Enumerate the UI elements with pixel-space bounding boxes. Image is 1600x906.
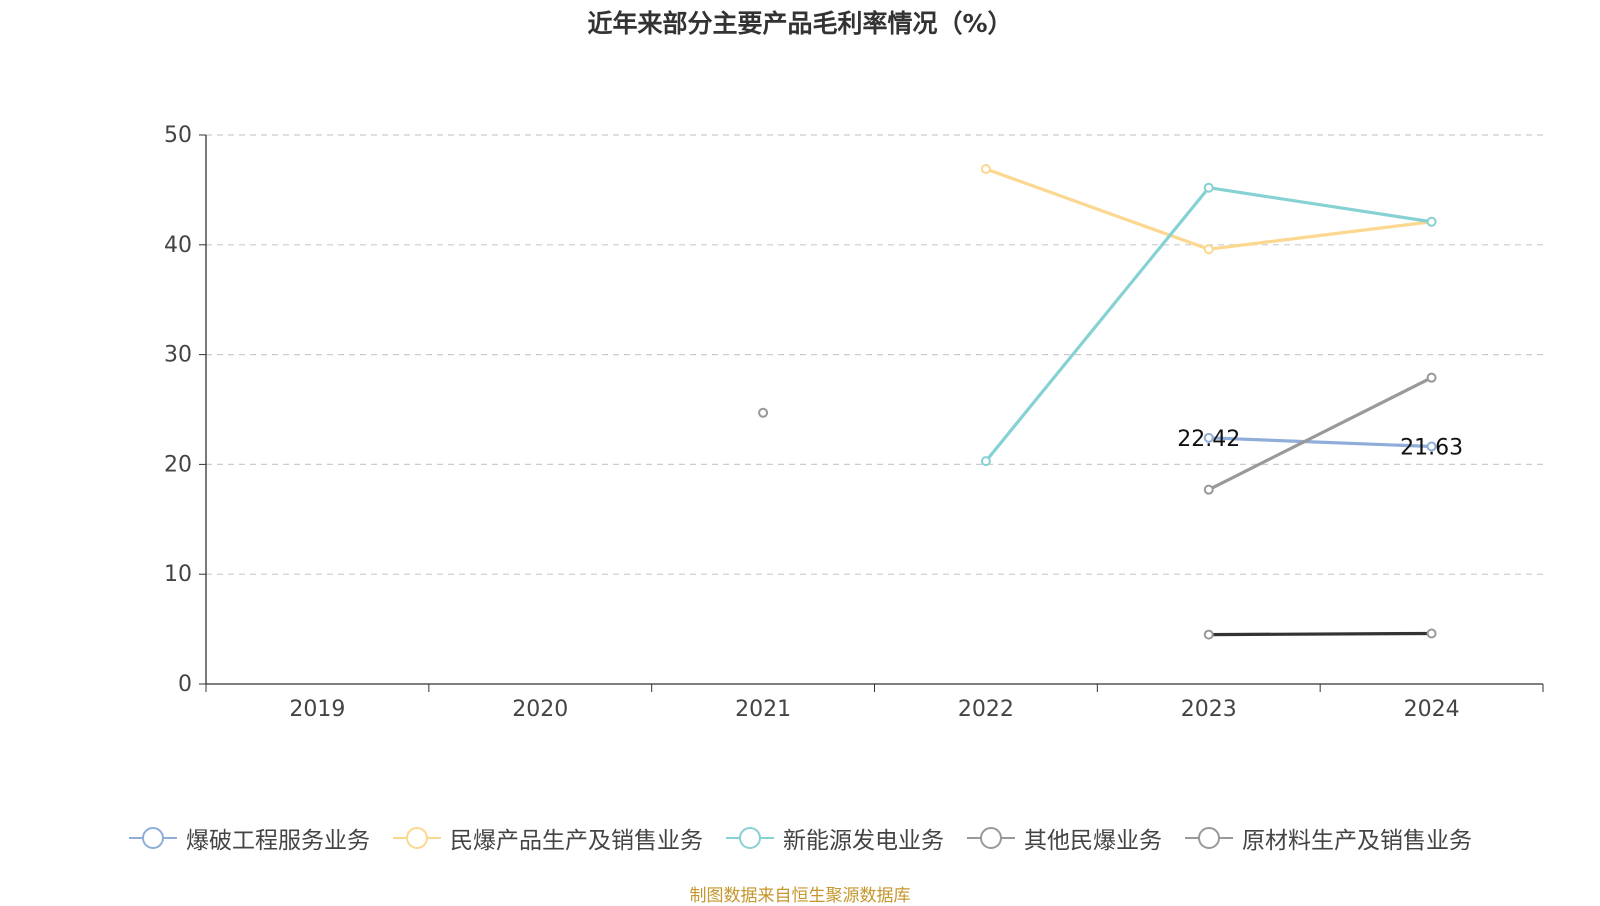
legend-marker-icon bbox=[1185, 827, 1233, 849]
data-point bbox=[1203, 629, 1214, 640]
data-label: 21.63 bbox=[1400, 436, 1463, 461]
series-line-5 bbox=[1208, 631, 1432, 637]
legend-item[interactable]: 民爆产品生产及销售业务 bbox=[392, 821, 703, 855]
legend-label: 民爆产品生产及销售业务 bbox=[450, 828, 703, 854]
data-point bbox=[980, 164, 991, 175]
legend-circle bbox=[980, 827, 1002, 849]
data-point bbox=[758, 407, 769, 418]
legend: 爆破工程服务业务 民爆产品生产及销售业务 新能源发电业务 其他民爆业务 原材料生产及销售… bbox=[0, 818, 1600, 858]
chart-title: 近年来部分主要产品毛利率情况（%） bbox=[587, 9, 1013, 38]
data-labels: 22.42 21.63 bbox=[1177, 427, 1463, 461]
y-tick-label: 0 bbox=[178, 672, 192, 697]
x-tick-label: 2022 bbox=[958, 697, 1014, 722]
x-tick-label: 2021 bbox=[735, 697, 791, 722]
legend-circle bbox=[739, 827, 761, 849]
source-note: 制图数据来自恒生聚源数据库 bbox=[689, 886, 911, 906]
series-lines bbox=[758, 164, 1437, 640]
data-label: 22.42 bbox=[1177, 427, 1240, 452]
legend-circle bbox=[406, 827, 428, 849]
legend-item[interactable]: 新能源发电业务 bbox=[725, 821, 944, 855]
data-point bbox=[1426, 372, 1437, 383]
x-tick-label: 2020 bbox=[512, 697, 568, 722]
data-point bbox=[1203, 182, 1214, 193]
series-line-4 bbox=[1208, 376, 1433, 492]
data-point bbox=[1426, 628, 1437, 639]
x-tick-label: 2024 bbox=[1404, 697, 1460, 722]
y-tick-label: 10 bbox=[164, 562, 192, 587]
legend-label: 新能源发电业务 bbox=[783, 828, 944, 854]
y-tick-label: 40 bbox=[164, 233, 192, 258]
legend-label: 爆破工程服务业务 bbox=[186, 828, 370, 854]
axes: 0 10 20 30 40 50 2019 2020 2021 2022 2023 2024 bbox=[164, 123, 1544, 722]
legend-marker-icon bbox=[129, 827, 177, 849]
series-line-1 bbox=[1208, 436, 1432, 449]
legend-circle bbox=[142, 827, 164, 849]
legend-marker-icon bbox=[726, 827, 774, 849]
x-tick-label: 2023 bbox=[1181, 697, 1237, 722]
legend-item[interactable]: 原材料生产及销售业务 bbox=[1184, 821, 1472, 855]
legend-item[interactable]: 爆破工程服务业务 bbox=[128, 821, 370, 855]
legend-marker-icon bbox=[393, 827, 441, 849]
legend-label: 原材料生产及销售业务 bbox=[1242, 828, 1472, 854]
data-point bbox=[1426, 441, 1437, 452]
data-point bbox=[1426, 216, 1437, 227]
data-point bbox=[1203, 244, 1214, 255]
data-point bbox=[1203, 484, 1214, 495]
grid-lines bbox=[206, 134, 1543, 575]
data-point bbox=[1203, 432, 1214, 443]
data-point bbox=[980, 456, 991, 467]
x-tick-label: 2019 bbox=[289, 697, 345, 722]
legend-item[interactable]: 其他民爆业务 bbox=[966, 821, 1162, 855]
series-line-2 bbox=[985, 167, 1432, 251]
y-tick-label: 30 bbox=[164, 343, 192, 368]
legend-label: 其他民爆业务 bbox=[1024, 828, 1162, 854]
legend-circle bbox=[1198, 827, 1220, 849]
y-tick-label: 50 bbox=[164, 123, 192, 148]
y-tick-label: 20 bbox=[164, 452, 192, 477]
legend-marker-icon bbox=[967, 827, 1015, 849]
